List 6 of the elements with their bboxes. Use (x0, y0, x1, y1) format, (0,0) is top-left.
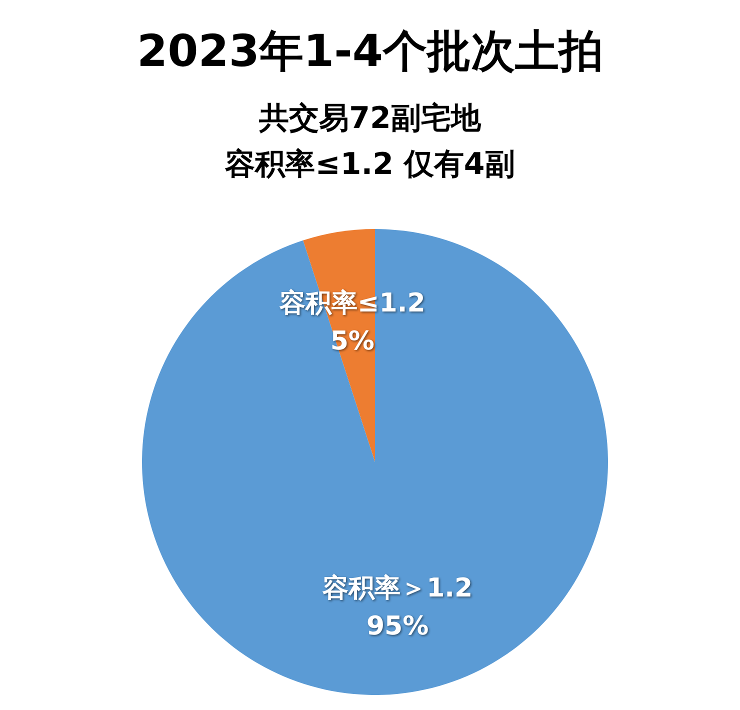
text: 容积率≤1.2 仅有4副 (224, 146, 516, 184)
slice-label: 容积率＞1.2 (322, 574, 473, 604)
chart-title: 2023年1-4个批次土拍 (136, 25, 604, 79)
chart-subtitle: 共交易72副宅地 (258, 100, 482, 138)
pie-slice (142, 229, 608, 695)
data-label: 95% (366, 612, 429, 642)
